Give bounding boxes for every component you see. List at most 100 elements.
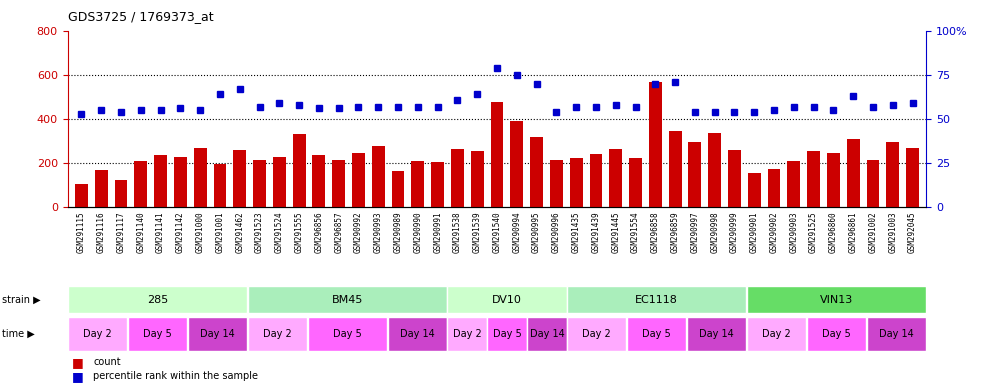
Text: BM45: BM45	[332, 295, 363, 305]
Bar	[134, 161, 147, 207]
Text: GSM290989: GSM290989	[394, 211, 403, 253]
Bar	[550, 160, 563, 207]
Bar	[807, 151, 820, 207]
Text: GSM290998: GSM290998	[710, 211, 720, 253]
Text: GSM296856: GSM296856	[314, 211, 323, 253]
Text: EC1118: EC1118	[635, 295, 678, 305]
Bar	[128, 317, 187, 351]
Text: GSM291001: GSM291001	[216, 211, 225, 253]
Text: GSM291555: GSM291555	[294, 211, 303, 253]
Text: GSM291003: GSM291003	[889, 211, 898, 253]
Text: GSM290994: GSM290994	[512, 211, 521, 253]
Bar	[94, 170, 107, 207]
Text: GSM291445: GSM291445	[611, 211, 620, 253]
Text: GSM291142: GSM291142	[176, 211, 185, 253]
Text: time ▶: time ▶	[2, 329, 35, 339]
Text: strain ▶: strain ▶	[2, 295, 41, 305]
Text: GSM291524: GSM291524	[274, 211, 284, 253]
Bar	[728, 150, 741, 207]
Bar	[332, 160, 345, 207]
Bar	[689, 142, 702, 207]
Bar	[174, 157, 187, 207]
Text: Day 2: Day 2	[263, 329, 291, 339]
Text: GSM291435: GSM291435	[572, 211, 580, 253]
Bar	[248, 317, 307, 351]
Text: GSM291117: GSM291117	[116, 211, 125, 253]
Bar	[471, 151, 484, 207]
Bar	[568, 286, 746, 313]
Text: GSM291523: GSM291523	[255, 211, 264, 253]
Text: Day 2: Day 2	[452, 329, 481, 339]
Text: GSM296861: GSM296861	[849, 211, 858, 253]
Bar	[308, 317, 387, 351]
Text: Day 14: Day 14	[879, 329, 913, 339]
Bar	[487, 317, 527, 351]
Bar	[528, 317, 567, 351]
Text: Day 14: Day 14	[530, 329, 565, 339]
Bar	[887, 142, 900, 207]
Text: GSM291538: GSM291538	[453, 211, 462, 253]
Text: ■: ■	[72, 356, 83, 369]
Bar	[827, 153, 840, 207]
Bar	[234, 150, 247, 207]
Text: GSM290901: GSM290901	[749, 211, 758, 253]
Bar	[847, 139, 860, 207]
Text: Day 5: Day 5	[493, 329, 522, 339]
Bar	[629, 158, 642, 207]
Bar	[412, 161, 424, 207]
Text: VIN13: VIN13	[820, 295, 853, 305]
Bar	[530, 137, 543, 207]
Bar	[447, 286, 567, 313]
Bar	[627, 317, 686, 351]
Text: GSM290991: GSM290991	[433, 211, 442, 253]
Bar	[767, 169, 780, 207]
Text: GSM291539: GSM291539	[473, 211, 482, 253]
Text: Day 14: Day 14	[400, 329, 434, 339]
Bar	[68, 317, 127, 351]
Bar	[248, 286, 446, 313]
Bar	[214, 164, 227, 207]
Text: GSM290997: GSM290997	[691, 211, 700, 253]
Bar	[609, 149, 622, 207]
Text: GSM296857: GSM296857	[334, 211, 343, 253]
Text: GSM290990: GSM290990	[414, 211, 422, 253]
Bar	[447, 317, 487, 351]
Bar	[907, 148, 919, 207]
Text: GSM291002: GSM291002	[869, 211, 878, 253]
Text: GSM291540: GSM291540	[492, 211, 502, 253]
Text: GSM291141: GSM291141	[156, 211, 165, 253]
Bar	[747, 317, 806, 351]
Bar	[510, 121, 523, 207]
Bar	[273, 157, 285, 207]
Text: GSM290992: GSM290992	[354, 211, 363, 253]
Bar	[431, 162, 444, 207]
Text: GSM290993: GSM290993	[374, 211, 383, 253]
Bar	[867, 317, 926, 351]
Bar	[491, 103, 503, 207]
Text: GSM291525: GSM291525	[809, 211, 818, 253]
Bar	[787, 161, 800, 207]
Text: 285: 285	[147, 295, 168, 305]
Text: Day 14: Day 14	[700, 329, 735, 339]
Bar	[747, 173, 760, 207]
Text: GSM291462: GSM291462	[236, 211, 245, 253]
Bar	[253, 160, 266, 207]
Text: GSM290995: GSM290995	[532, 211, 541, 253]
Bar	[649, 81, 662, 207]
Bar	[687, 317, 746, 351]
Text: GSM291140: GSM291140	[136, 211, 145, 253]
Bar	[68, 286, 247, 313]
Bar	[188, 317, 247, 351]
Bar	[589, 154, 602, 207]
Text: GSM290902: GSM290902	[769, 211, 778, 253]
Text: Day 2: Day 2	[762, 329, 791, 339]
Text: GSM292045: GSM292045	[909, 211, 917, 253]
Bar	[568, 317, 626, 351]
Bar	[709, 133, 721, 207]
Text: GSM290996: GSM290996	[552, 211, 561, 253]
Bar	[75, 184, 87, 207]
Bar	[292, 134, 305, 207]
Bar	[867, 160, 880, 207]
Text: ■: ■	[72, 370, 83, 383]
Text: DV10: DV10	[492, 295, 522, 305]
